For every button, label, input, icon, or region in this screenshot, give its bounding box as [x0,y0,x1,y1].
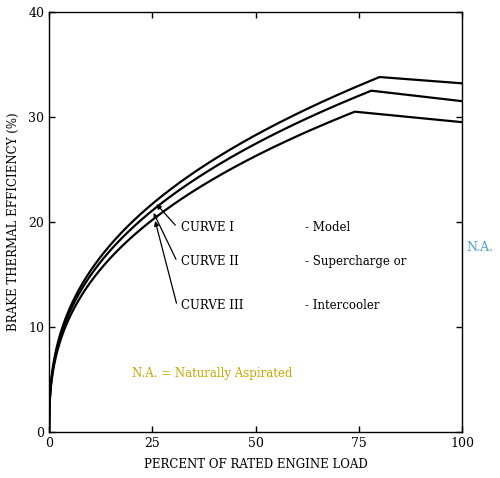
Text: N.A.: N.A. [466,240,493,254]
Text: N.A. = Naturally Aspirated: N.A. = Naturally Aspirated [132,367,292,380]
Text: CURVE I: CURVE I [182,221,234,234]
X-axis label: PERCENT OF RATED ENGINE LOAD: PERCENT OF RATED ENGINE LOAD [144,458,368,471]
Text: - Supercharge or: - Supercharge or [305,255,406,268]
Y-axis label: BRAKE THERMAL EFFICIENCY (%): BRAKE THERMAL EFFICIENCY (%) [7,113,20,331]
Text: CURVE II: CURVE II [182,255,239,268]
Text: - Model: - Model [305,221,350,234]
Text: CURVE III: CURVE III [182,299,244,313]
Text: - Intercooler: - Intercooler [305,299,380,313]
